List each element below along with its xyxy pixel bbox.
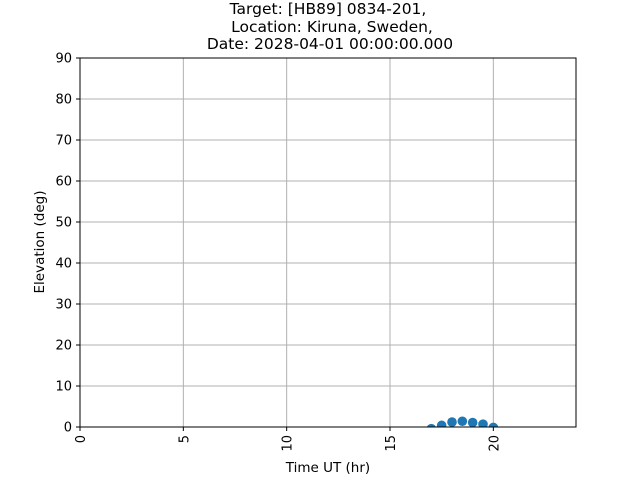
x-axis-label: Time UT (hr) (285, 460, 370, 476)
x-tick-label: 10 (281, 435, 296, 452)
data-point (488, 422, 499, 427)
y-tick-label: 10 (55, 380, 72, 395)
x-tick-label: 15 (384, 435, 399, 452)
y-tick-label: 50 (55, 216, 72, 231)
x-tick-label: 20 (487, 435, 502, 452)
data-point (457, 416, 468, 427)
chart-title: Target: [HB89] 0834-201, Location: Kirun… (207, 0, 453, 53)
y-tick-label: 30 (55, 298, 72, 313)
title-line-location: Location: Kiruna, Sweden, (231, 18, 433, 36)
y-tick-label: 40 (55, 257, 72, 272)
data-point (447, 417, 457, 427)
x-tick-label: 5 (177, 435, 192, 443)
title-line-date: Date: 2028-04-01 00:00:00.000 (207, 35, 453, 53)
axis-ticks: 0 5 10 15 20 0 10 20 30 40 50 60 70 80 90 (55, 52, 502, 452)
data-point (467, 417, 478, 427)
y-tick-label: 90 (55, 52, 72, 67)
y-axis-label: Elevation (deg) (32, 191, 48, 294)
y-tick-label: 80 (55, 93, 72, 108)
data-point (426, 423, 436, 427)
y-tick-label: 70 (55, 134, 72, 149)
title-line-target: Target: [HB89] 0834-201, (229, 0, 427, 18)
plot-frame (79, 57, 577, 428)
data-points (426, 416, 499, 427)
y-tick-label: 60 (55, 175, 72, 190)
data-point (436, 420, 447, 427)
data-point (478, 419, 488, 427)
y-tick-label: 20 (55, 339, 72, 354)
x-tick-label: 0 (74, 435, 89, 443)
y-tick-label: 0 (64, 421, 72, 436)
grid (79, 57, 576, 428)
